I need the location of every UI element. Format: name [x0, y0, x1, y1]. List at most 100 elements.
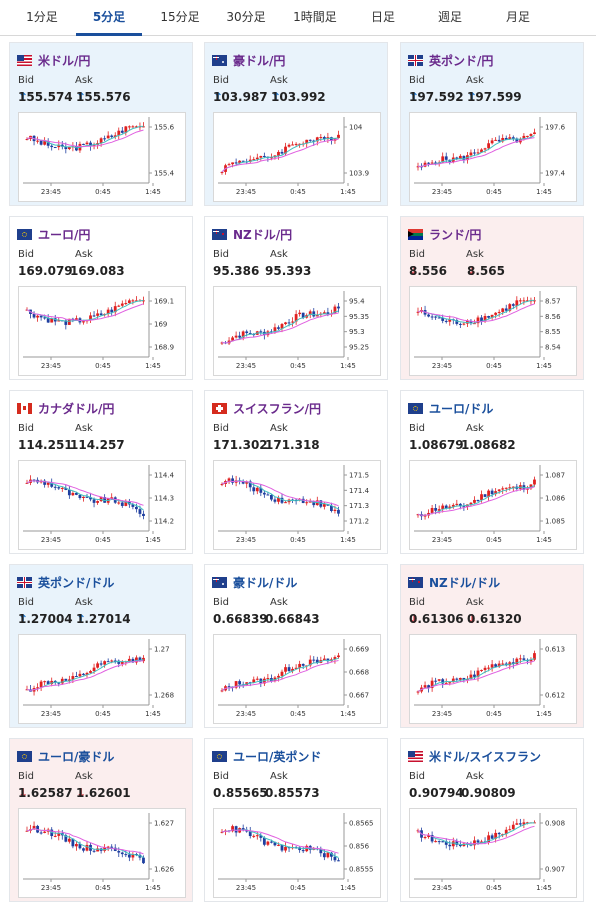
candle-body	[423, 837, 427, 839]
candle-body	[462, 155, 466, 161]
rate-card[interactable]: ユーロ/豪ドル Bid Ask ↓ 1.62587 ↓ 1.62601 1.627 1.626 2…	[9, 738, 193, 902]
mini-candle-chart[interactable]: 1.087 1.086 1.085 23:45 0:45 1:45	[409, 460, 577, 550]
candle-body	[298, 847, 302, 851]
tab-monthly[interactable]: 月足	[505, 10, 530, 24]
candle-body	[252, 159, 256, 161]
tab-weekly[interactable]: 週足	[437, 10, 462, 24]
rate-card[interactable]: NZドル/円 Bid Ask 95.386 95.393 95.4 95.35 95.3 95.…	[204, 216, 388, 380]
mini-candle-chart[interactable]: 1.627 1.626 23:45 0:45 1:45	[18, 808, 186, 898]
pair-name[interactable]: 豪ドル/ドル	[233, 575, 298, 590]
pair-name[interactable]: 米ドル/スイスフラン	[429, 749, 542, 764]
pair-name[interactable]: 英ポンド/ドル	[38, 575, 115, 590]
candle-body	[135, 126, 138, 128]
mini-candle-chart[interactable]: 104 103.9 23:45 0:45 1:45	[213, 112, 381, 202]
rate-card[interactable]: 豪ドル/ドル Bid Ask 0.66839 0.66843 0.669 0.668 0.66…	[204, 564, 388, 728]
flag-eu-icon	[17, 750, 32, 762]
pair-name[interactable]: ランド/円	[429, 227, 482, 242]
candle-body	[248, 830, 252, 837]
tab-1min[interactable]: 1分足	[26, 10, 58, 24]
rate-card[interactable]: NZドル/ドル Bid Ask ↓ 0.61306 ↓ 0.61320 0.613 0.612 2…	[400, 564, 584, 728]
tab-1hour[interactable]: 1時間足	[293, 10, 337, 24]
candle-body	[231, 686, 234, 688]
mini-candle-chart[interactable]: 0.613 0.612 23:45 0:45 1:45	[409, 634, 577, 724]
ask-label: Ask	[466, 597, 484, 608]
mini-candle-chart[interactable]: 114.4 114.3 114.2 23:45 0:45 1:45	[18, 460, 186, 550]
pair-name[interactable]: スイスフラン/円	[233, 401, 322, 416]
pair-name[interactable]: 米ドル/円	[38, 53, 91, 68]
candle-body	[120, 502, 124, 506]
pair-name[interactable]: ユーロ/豪ドル	[38, 749, 115, 764]
mini-candle-chart[interactable]: 169.1 169 168.9 23:45 0:45 1:45	[18, 286, 186, 376]
pair-name[interactable]: NZドル/円	[233, 227, 293, 242]
candle-body	[305, 502, 309, 504]
candle-body	[444, 320, 448, 322]
candle-body	[462, 677, 466, 681]
pair-name[interactable]: ユーロ/ドル	[429, 401, 494, 416]
pair-name[interactable]: 豪ドル/円	[233, 53, 286, 68]
y-tick-label: 0.907	[545, 866, 565, 874]
candle-body	[533, 132, 536, 135]
down-arrow-icon: ↓	[409, 264, 420, 278]
flag-nz-icon	[212, 228, 227, 240]
x-tick-label: 0:45	[290, 362, 306, 370]
mini-candle-chart[interactable]: 1.27 1.268 23:45 0:45 1:45	[18, 634, 186, 724]
tab-5min[interactable]: 5分足	[76, 0, 142, 36]
tab-30min[interactable]: 30分足	[226, 10, 266, 24]
rate-card[interactable]: ランド/円 Bid Ask ↓ 8.556 ↓ 8.565 8.57 8.56 8.55 8.54 2…	[400, 216, 584, 380]
x-tick-label: 0:45	[486, 362, 502, 370]
pair-name[interactable]: 英ポンド/円	[429, 53, 494, 68]
y-tick-label: 0.612	[545, 692, 565, 700]
candle-body	[294, 499, 298, 501]
candle-body	[43, 831, 47, 833]
mini-candle-chart[interactable]: 0.669 0.668 0.667 23:45 0:45 1:45	[213, 634, 381, 724]
candle-body	[515, 300, 519, 306]
candle-body	[330, 505, 333, 511]
candle-body	[64, 835, 68, 842]
pair-name[interactable]: ユーロ/英ポンド	[233, 749, 322, 764]
candle-body	[43, 681, 47, 683]
x-tick-label: 23:45	[41, 188, 61, 196]
candle-body	[508, 829, 512, 831]
mini-candle-chart[interactable]: 197.6 197.4 23:45 0:45 1:45	[409, 112, 577, 202]
candle-body	[36, 687, 39, 689]
up-arrow-icon: ↑	[409, 90, 420, 104]
ask-price: 1.27014	[76, 612, 131, 626]
candle-body	[138, 657, 142, 662]
mini-candle-chart[interactable]: 95.4 95.35 95.3 95.25 23:45 0:45 1:45	[213, 286, 381, 376]
tab-daily[interactable]: 日足	[370, 10, 395, 24]
candle-body	[117, 660, 121, 664]
chart-svg: 197.6 197.4 23:45 0:45 1:45	[414, 117, 566, 196]
mini-candle-chart[interactable]: 155.6 155.4 23:45 0:45 1:45	[18, 112, 186, 202]
candle-body	[273, 841, 277, 846]
candle-body	[437, 317, 441, 319]
rate-card[interactable]: 米ドル/円 Bid Ask ↑ 155.574 ↑ 155.576 155.6 155.4 23:…	[9, 42, 193, 206]
x-tick-label: 0:45	[486, 188, 502, 196]
pair-name[interactable]: ユーロ/円	[38, 227, 91, 242]
rate-card[interactable]: ユーロ/円 Bid Ask 169.079 169.083 169.1 169 168.9 23…	[9, 216, 193, 380]
rate-card[interactable]: 豪ドル/円 Bid Ask ↑ 103.987 ↑ 103.992 104 103.9 23:45…	[204, 42, 388, 206]
rate-card[interactable]: スイスフラン/円 Bid Ask 171.302 171.318 171.5 171.4 17…	[204, 390, 388, 554]
candle-body	[259, 331, 263, 333]
rate-card[interactable]: カナダドル/円 Bid Ask 114.251 114.257 114.4 114.3 114…	[9, 390, 193, 554]
x-tick-label: 23:45	[236, 710, 256, 718]
mini-candle-chart[interactable]: 0.8565 0.856 0.8555 23:45 0:45 1:45	[213, 808, 381, 898]
tab-15min[interactable]: 15分足	[160, 10, 200, 24]
rate-card[interactable]: ユーロ/ドル Bid Ask 1.08679 1.08682 1.087 1.086 1.08…	[400, 390, 584, 554]
rate-card[interactable]: 米ドル/スイスフラン Bid Ask 0.90794 0.90809 0.908 0.907…	[400, 738, 584, 902]
x-tick-label: 1:45	[340, 710, 356, 718]
pair-name[interactable]: NZドル/ドル	[429, 575, 501, 590]
up-arrow-icon: ↑	[76, 612, 87, 626]
pair-name[interactable]: カナダドル/円	[38, 401, 115, 416]
up-arrow-icon: ↑	[18, 90, 29, 104]
mini-candle-chart[interactable]: 8.57 8.56 8.55 8.54 23:45 0:45 1:45	[409, 286, 577, 376]
candle-body	[305, 139, 309, 144]
mini-candle-chart[interactable]: 0.908 0.907 23:45 0:45 1:45	[409, 808, 577, 898]
candle-body	[511, 824, 515, 830]
candle-body	[71, 838, 75, 847]
rate-card[interactable]: 英ポンド/ドル Bid Ask ↑ 1.27004 ↑ 1.27014 1.27 1.268 23…	[9, 564, 193, 728]
ask-label: Ask	[466, 75, 484, 86]
rate-card[interactable]: 英ポンド/円 Bid Ask ↑ 197.592 ↑ 197.599 197.6 197.4 23…	[400, 42, 584, 206]
mini-candle-chart[interactable]: 171.5 171.4 171.3 171.2 23:45 0:45 1:45	[213, 460, 381, 550]
rate-card[interactable]: ユーロ/英ポンド Bid Ask 0.85565 0.85573 0.8565 0.856 0…	[204, 738, 388, 902]
candle-body	[490, 835, 494, 839]
